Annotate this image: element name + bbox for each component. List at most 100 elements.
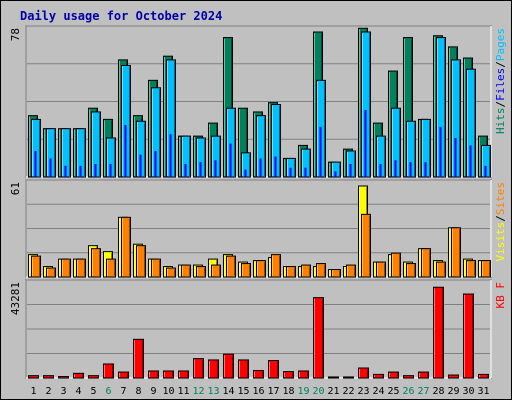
x-tick-label: 17	[267, 386, 279, 397]
bar-sites	[256, 260, 266, 278]
x-tick-label: 26	[402, 386, 414, 397]
bar-kbytes	[163, 370, 174, 379]
y-max-label: 78	[9, 28, 22, 41]
bar-kbytes	[238, 359, 249, 379]
x-tick-label: 16	[252, 386, 264, 397]
legend-entry: Visits	[494, 222, 507, 262]
bar-sites	[451, 227, 461, 278]
bar-sites	[136, 245, 146, 278]
x-tick-label: 12	[192, 386, 204, 397]
bar-pages	[469, 145, 472, 177]
legend-entry: /	[494, 61, 507, 68]
x-tick-label: 30	[462, 386, 474, 397]
x-tick-label: 24	[372, 386, 384, 397]
bar-sites	[376, 261, 386, 278]
panel-legend: Visits/Sites	[494, 182, 507, 262]
bar-pages	[154, 150, 157, 177]
bar-kbytes	[463, 293, 474, 379]
bar-pages	[409, 162, 412, 177]
x-tick-label: 13	[207, 386, 219, 397]
bar-pages	[79, 165, 82, 177]
bar-sites	[466, 260, 476, 278]
bar-kbytes	[223, 353, 234, 379]
bar-kbytes	[313, 297, 324, 379]
x-tick-label: 18	[282, 386, 294, 397]
bar-pages	[94, 163, 97, 177]
bar-pages	[49, 158, 52, 177]
panel-hits-files-pages: 78 Hits/Files/Pages	[9, 25, 507, 178]
legend-entry: Sites	[494, 182, 507, 215]
x-tick-label: 28	[432, 386, 444, 397]
bar-kbytes	[178, 370, 189, 379]
panel-legend: KB F	[494, 282, 507, 309]
y-max-label: 61	[9, 182, 22, 195]
panel-kbytes: 43281 KB F	[9, 279, 507, 379]
bar-kbytes	[403, 375, 414, 379]
x-tick-label: 21	[327, 386, 339, 397]
bar-pages	[394, 160, 397, 177]
bar-pages	[349, 163, 352, 177]
x-tick-label: 27	[417, 386, 429, 397]
bar-kbytes	[43, 375, 54, 379]
bar-pages	[124, 124, 127, 177]
bar-files	[121, 64, 131, 178]
bar-pages	[379, 163, 382, 177]
bar-pages	[214, 160, 217, 177]
bar-kbytes	[343, 376, 354, 379]
bar-sites	[301, 264, 311, 278]
x-tick-label: 19	[297, 386, 309, 397]
x-tick-label: 29	[447, 386, 459, 397]
bar-sites	[481, 260, 491, 278]
bar-files	[376, 135, 386, 178]
x-tick-label: 11	[177, 386, 189, 397]
x-tick-label: 3	[60, 386, 66, 397]
x-tick-label: 25	[387, 386, 399, 397]
legend-entry: Pages	[494, 28, 507, 61]
bars	[28, 185, 491, 278]
bar-sites	[421, 248, 431, 278]
x-tick-label: 22	[342, 386, 354, 397]
bar-pages	[34, 150, 37, 177]
bar-pages	[289, 167, 292, 177]
bar-pages	[454, 137, 457, 177]
bar-sites	[346, 264, 356, 278]
bars	[28, 27, 491, 178]
bar-sites	[91, 248, 101, 278]
bar-sites	[361, 213, 371, 278]
x-tick-label: 6	[105, 386, 111, 397]
bar-pages	[184, 163, 187, 177]
bar-kbytes	[358, 367, 369, 379]
bar-pages	[229, 143, 232, 177]
bar-pages	[364, 110, 367, 177]
bar-sites	[46, 267, 56, 278]
legend-entry: KB F	[494, 282, 507, 309]
bar-kbytes	[148, 370, 159, 379]
panel-sites-visits: 61 Visits/Sites	[9, 179, 507, 278]
bar-sites	[406, 263, 416, 278]
x-tick-label: 10	[162, 386, 174, 397]
bar-sites	[196, 266, 206, 278]
bar-pages	[439, 126, 442, 177]
x-tick-label: 31	[477, 386, 489, 397]
bar-kbytes	[253, 370, 264, 379]
x-tick-label: 5	[90, 386, 96, 397]
bar-sites	[166, 267, 176, 278]
bar-sites	[121, 216, 131, 278]
bar-files	[361, 31, 371, 178]
legend-entry: /	[494, 101, 507, 108]
bar-pages	[484, 165, 487, 177]
x-axis-labels: 1 2 3 4 5 6 7 8 9 10 11 12 13 14 15 16 17 18 19 20 21 22 23 24 2…	[30, 386, 489, 397]
bar-kbytes	[118, 371, 129, 379]
bar-pages	[274, 156, 277, 177]
bar-sites	[286, 266, 296, 278]
bar-pages	[244, 169, 247, 177]
legend-entry: /	[494, 215, 507, 222]
bar-sites	[151, 258, 161, 278]
panel-legend: Hits/Files/Pages	[494, 28, 507, 134]
bar-sites	[61, 258, 71, 278]
bar-sites	[271, 254, 281, 278]
bar-kbytes	[73, 372, 84, 379]
bar-sites	[181, 264, 191, 278]
bar-pages	[424, 162, 427, 177]
